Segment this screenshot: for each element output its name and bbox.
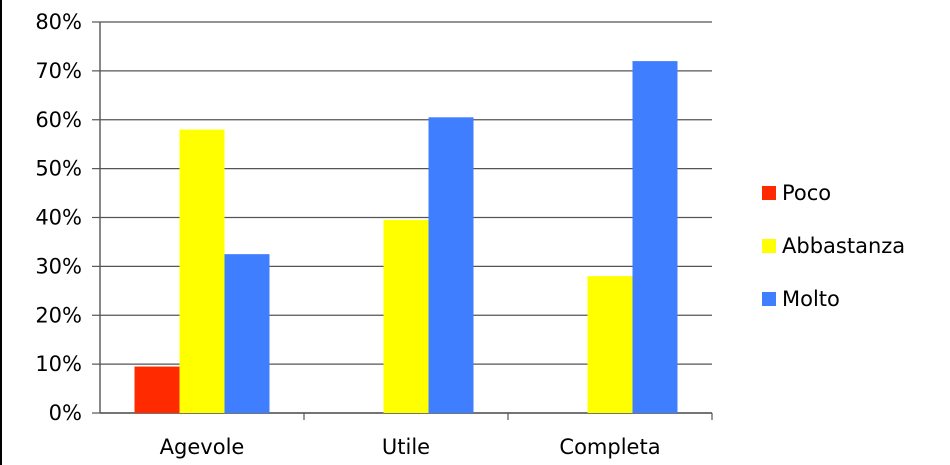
bar-abbastanza-completa — [587, 276, 633, 413]
legend-label: Poco — [782, 180, 832, 205]
bar-abbastanza-agevole — [179, 129, 225, 413]
legend-item-poco: Poco — [762, 166, 905, 219]
legend-swatch — [762, 291, 776, 306]
legend: Poco Abbastanza Molto — [762, 166, 905, 325]
y-tick-label: 70% — [35, 59, 82, 83]
legend-label: Abbastanza — [782, 233, 906, 258]
legend-label: Molto — [782, 286, 840, 311]
y-tick-label: 60% — [35, 108, 82, 132]
y-tick-label: 20% — [35, 303, 82, 327]
y-tick-label: 0% — [49, 401, 82, 425]
x-tick-label: Utile — [382, 435, 430, 459]
x-tick-label: Completa — [559, 435, 660, 459]
bar-poco-agevole — [134, 366, 180, 413]
y-tick-label: 30% — [35, 254, 82, 278]
legend-swatch — [762, 238, 776, 253]
y-tick-label: 50% — [35, 157, 82, 181]
x-tick-label: Agevole — [160, 435, 245, 459]
bar-molto-agevole — [224, 254, 270, 413]
bar-molto-utile — [428, 117, 474, 414]
legend-swatch — [762, 185, 776, 200]
bar-molto-completa — [632, 61, 678, 413]
bar-abbastanza-utile — [383, 219, 429, 413]
legend-item-abbastanza: Abbastanza — [762, 219, 905, 272]
y-tick-label: 40% — [35, 206, 82, 230]
y-tick-label: 80% — [35, 10, 82, 34]
y-tick-label: 10% — [35, 352, 82, 376]
legend-item-molto: Molto — [762, 272, 905, 325]
